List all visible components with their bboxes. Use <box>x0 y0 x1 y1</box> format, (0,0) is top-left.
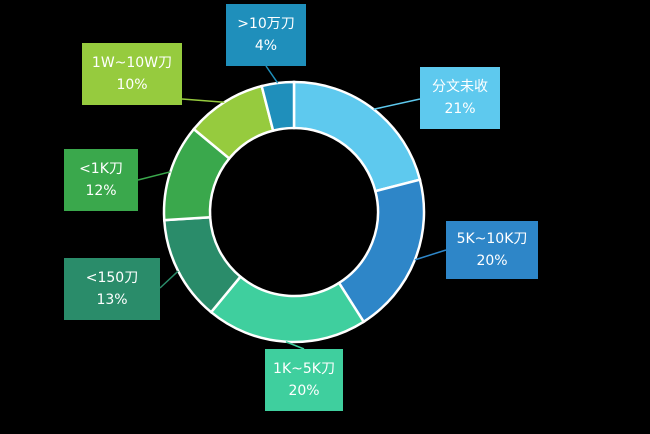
leader-line <box>373 98 421 111</box>
donut-slice <box>260 80 296 133</box>
slice-label: 5K~10K刀 20% <box>446 221 538 279</box>
donut-slice <box>209 274 366 344</box>
slice-value-label: 12% <box>85 183 117 199</box>
slice-label: 1K~5K刀 20% <box>265 349 343 411</box>
slice-category-label: 5K~10K刀 <box>456 231 528 247</box>
slice-value-label: 4% <box>254 38 278 54</box>
slice-value-label: 10% <box>116 77 148 93</box>
slice-value-label: 13% <box>96 292 128 308</box>
leader-line <box>414 249 447 261</box>
slice-value-label: 20% <box>288 383 320 399</box>
leader-line <box>265 65 279 84</box>
leader-line <box>181 98 225 103</box>
slice-category-label: >10万刀 <box>237 16 295 32</box>
slice-category-label: 1K~5K刀 <box>273 361 335 377</box>
leader-line <box>285 341 305 350</box>
slice-category-label: 1W~10W刀 <box>91 55 173 71</box>
donut-slice <box>292 80 422 193</box>
slice-label: 分文未收 21% <box>420 67 500 129</box>
slice-category-label: <150刀 <box>85 270 139 286</box>
slice-label: 1W~10W刀 10% <box>82 43 182 105</box>
slice-label: >10万刀 4% <box>226 4 306 66</box>
leader-line <box>159 270 179 289</box>
slice-category-label: 分文未收 <box>432 79 488 95</box>
slice-value-label: 21% <box>444 101 476 117</box>
leader-line <box>137 171 171 181</box>
slice-value-label: 20% <box>476 253 508 269</box>
slice-label: <150刀 13% <box>64 258 160 320</box>
donut-slice <box>337 178 426 324</box>
slice-category-label: <1K刀 <box>79 161 123 177</box>
slice-label: <1K刀 12% <box>64 149 138 211</box>
